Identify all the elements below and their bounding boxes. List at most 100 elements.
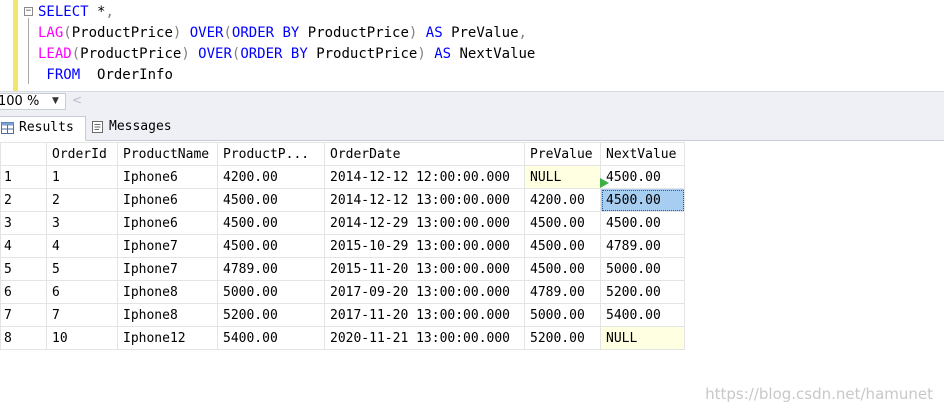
table-cell[interactable]: 4200.00	[217, 165, 325, 189]
table-cell[interactable]: 4789.00	[600, 234, 685, 258]
row-number[interactable]: 6	[0, 280, 47, 304]
table-cell[interactable]: NULL	[524, 165, 601, 189]
code-token: ProductPrice	[71, 25, 173, 41]
table-cell[interactable]: 2017-11-20 13:00:00.000	[324, 303, 525, 327]
change-tracking-margin	[13, 0, 18, 91]
query-editor[interactable]: − SELECT *, LAG(ProductPrice) OVER(ORDER …	[0, 0, 944, 91]
table-cell[interactable]: 5	[46, 257, 118, 281]
column-header[interactable]: ProductP...	[217, 142, 325, 166]
row-number[interactable]: 8	[0, 326, 47, 350]
grid-icon	[1, 122, 14, 134]
table-cell[interactable]: 4500.00	[217, 188, 325, 212]
table-cell[interactable]: Iphone6	[117, 188, 218, 212]
code-token: )	[181, 46, 199, 62]
row-number[interactable]: 4	[0, 234, 47, 258]
table-cell[interactable]: 4	[46, 234, 118, 258]
table-cell[interactable]: 4500.00	[217, 211, 325, 235]
code-token: (	[231, 46, 241, 62]
row-number[interactable]: 2	[0, 188, 47, 212]
results-table: OrderId ProductName ProductP... OrderDate Pr…	[0, 142, 685, 350]
table-cell[interactable]: Iphone7	[117, 234, 218, 258]
table-cell[interactable]: Iphone6	[117, 165, 218, 189]
code-token: FROM	[38, 67, 81, 83]
code-token: PreValue	[442, 25, 519, 41]
table-cell[interactable]: 4789.00	[217, 257, 325, 281]
table-cell[interactable]: 4200.00	[524, 188, 601, 212]
table-cell[interactable]: 5000.00	[524, 303, 601, 327]
table-cell[interactable]: 4500.00	[600, 211, 685, 235]
tab-results[interactable]: Results	[0, 116, 86, 141]
table-cell[interactable]: 5000.00	[600, 257, 685, 281]
row-number-header[interactable]	[0, 142, 47, 166]
table-cell[interactable]: 4500.00	[600, 188, 685, 212]
table-cell[interactable]: 2014-12-12 12:00:00.000	[324, 165, 525, 189]
code-line: SELECT *,	[38, 2, 114, 23]
row-number[interactable]: 1	[0, 165, 47, 189]
row-number[interactable]: 5	[0, 257, 47, 281]
chevron-down-icon[interactable]: ▼	[52, 96, 59, 106]
row-number[interactable]: 3	[0, 211, 47, 235]
table-cell[interactable]: 6	[46, 280, 118, 304]
column-header[interactable]: NextValue	[600, 142, 685, 166]
code-token: ORDER BY	[231, 25, 300, 41]
code-token: (	[71, 46, 81, 62]
table-cell[interactable]: 1	[46, 165, 118, 189]
code-token: )	[408, 25, 426, 41]
table-cell[interactable]: 2015-11-20 13:00:00.000	[324, 257, 525, 281]
collapse-icon[interactable]: −	[24, 6, 33, 16]
row-number[interactable]: 7	[0, 303, 47, 327]
table-cell[interactable]: 4500.00	[524, 257, 601, 281]
code-token: )	[417, 46, 435, 62]
table-cell[interactable]: 5200.00	[600, 280, 685, 304]
code-token: ,	[518, 25, 527, 41]
table-cell[interactable]: Iphone7	[117, 257, 218, 281]
table-cell[interactable]: 2020-11-21 13:00:00.000	[324, 326, 525, 350]
table-cell[interactable]: 5400.00	[217, 326, 325, 350]
result-tabs: Results Messages	[0, 111, 944, 141]
table-cell[interactable]: 4500.00	[524, 211, 601, 235]
table-cell[interactable]: 4500.00	[217, 234, 325, 258]
tab-messages[interactable]: Messages	[89, 116, 179, 141]
table-cell[interactable]: 5200.00	[524, 326, 601, 350]
code-token: AS	[425, 25, 443, 41]
table-cell[interactable]: Iphone8	[117, 303, 218, 327]
table-cell[interactable]: Iphone12	[117, 326, 218, 350]
code-token: ,	[105, 4, 114, 20]
table-cell[interactable]: 4789.00	[524, 280, 601, 304]
zoom-bar: 100 % ▼ <	[0, 91, 944, 111]
tab-messages-label: Messages	[109, 119, 172, 134]
column-header[interactable]: OrderId	[46, 142, 118, 166]
table-row: 2 2 Iphone6 4500.00 2014-12-12 13:00:00.000 4…	[0, 188, 685, 212]
code-token: OVER	[198, 46, 232, 62]
table-row: 5 5 Iphone7 4789.00 2015-11-20 13:00:00.000 4…	[0, 257, 685, 281]
code-token: LAG	[38, 25, 64, 41]
table-cell[interactable]: 4500.00	[600, 165, 685, 189]
table-cell[interactable]: 2014-12-12 13:00:00.000	[324, 188, 525, 212]
code-line: LAG(ProductPrice) OVER(ORDER BY ProductP…	[38, 23, 527, 44]
table-cell[interactable]: NULL	[600, 326, 685, 350]
table-cell[interactable]: 5200.00	[217, 303, 325, 327]
table-cell[interactable]: 4500.00	[524, 234, 601, 258]
table-cell[interactable]: 7	[46, 303, 118, 327]
table-cell[interactable]: 3	[46, 211, 118, 235]
table-row: 4 4 Iphone7 4500.00 2015-10-29 13:00:00.000 4…	[0, 234, 685, 258]
zoom-value: 100 %	[0, 94, 40, 109]
table-cell[interactable]: Iphone8	[117, 280, 218, 304]
column-header[interactable]: ProductName	[117, 142, 218, 166]
table-cell[interactable]: 2	[46, 188, 118, 212]
scroll-left-icon[interactable]: <	[72, 93, 83, 107]
column-header[interactable]: OrderDate	[324, 142, 525, 166]
code-token: OrderInfo	[80, 67, 173, 83]
table-cell[interactable]: 2017-09-20 13:00:00.000	[324, 280, 525, 304]
table-cell[interactable]: 2015-10-29 13:00:00.000	[324, 234, 525, 258]
table-cell[interactable]: 5000.00	[217, 280, 325, 304]
results-grid[interactable]: OrderId ProductName ProductP... OrderDate Pr…	[0, 141, 944, 412]
table-cell[interactable]: 5400.00	[600, 303, 685, 327]
current-row-marker	[600, 178, 609, 188]
table-cell[interactable]: Iphone6	[117, 211, 218, 235]
zoom-select[interactable]: 100 % ▼	[0, 93, 66, 110]
code-token: ORDER BY	[240, 46, 308, 62]
table-cell[interactable]: 10	[46, 326, 118, 350]
table-cell[interactable]: 2014-12-29 13:00:00.000	[324, 211, 525, 235]
column-header[interactable]: PreValue	[524, 142, 601, 166]
